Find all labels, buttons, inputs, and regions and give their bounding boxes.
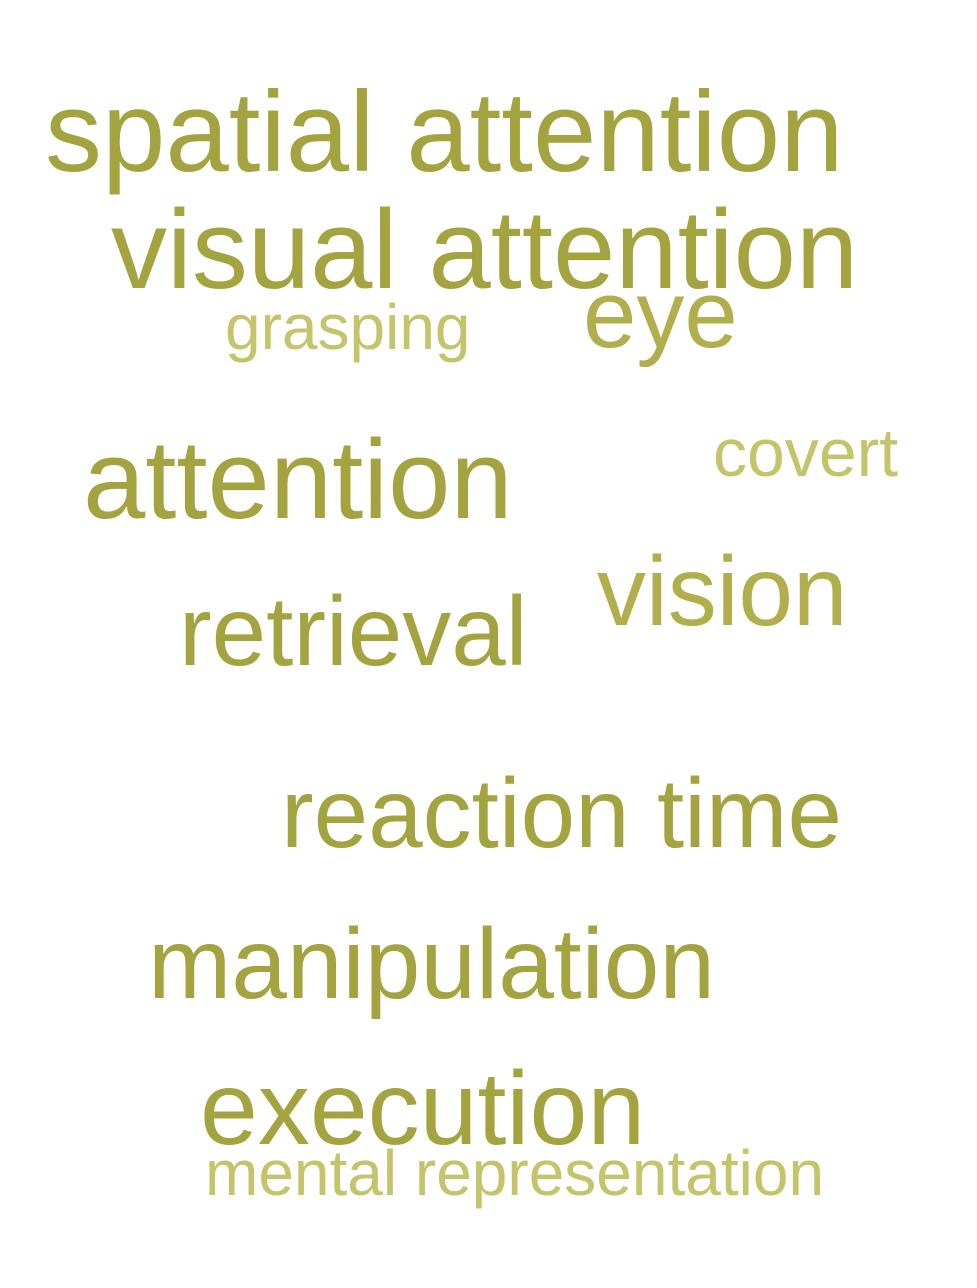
word-reaction-time: reaction time: [281, 758, 843, 868]
word-spatial-attention: spatial attention: [45, 69, 844, 196]
word-manipulation: manipulation: [148, 908, 716, 1020]
word-eye: eye: [583, 261, 738, 368]
word-mental-representation: mental representation: [205, 1137, 825, 1209]
word-grasping: grasping: [225, 291, 471, 363]
word-execution: execution: [200, 1051, 646, 1167]
word-covert: covert: [713, 415, 899, 491]
word-vision: vision: [597, 536, 848, 646]
word-attention: attention: [83, 417, 513, 542]
word-retrieval: retrieval: [179, 576, 528, 686]
word-visual-attention: visual attention: [111, 187, 859, 312]
